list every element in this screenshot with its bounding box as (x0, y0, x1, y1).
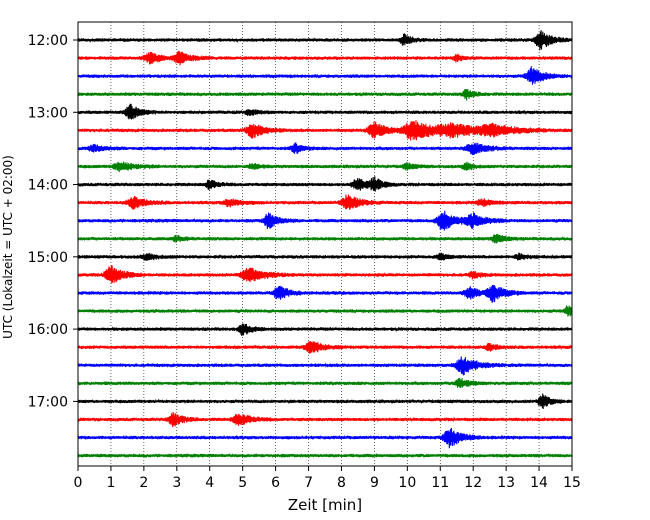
x-tick-label: 0 (74, 475, 83, 491)
trace-1545 (77, 305, 573, 317)
y-tick-label: 13:00 (28, 105, 68, 121)
x-axis-label: Zeit [min] (288, 496, 362, 514)
trace-1645 (77, 377, 573, 389)
x-tick-label: 14 (530, 475, 548, 491)
y-tick-label: 12:00 (28, 33, 68, 49)
trace-1630 (77, 356, 573, 376)
plot-frame (77, 21, 573, 467)
trace-1700 (77, 393, 573, 410)
trace-1230 (77, 66, 573, 85)
y-tick-label: 17:00 (28, 394, 68, 410)
x-tick-label: 8 (337, 475, 346, 491)
x-tick-label: 10 (398, 475, 416, 491)
y-axis-label: UTC (Lokalzeit = UTC + 02:00) (1, 155, 15, 339)
trace-1730 (77, 428, 573, 449)
x-axis-ticks: 0 1 2 3 4 5 6 7 8 9 10 11 12 13 14 15 (74, 466, 581, 491)
trace-1600 (77, 323, 573, 336)
trace-1245 (77, 89, 573, 101)
trace-1515 (77, 265, 573, 284)
trace-1215 (77, 50, 573, 66)
trace-1445 (77, 233, 573, 244)
seismogram-traces (77, 30, 573, 459)
trace-1530 (77, 284, 573, 303)
trace-1745 (77, 452, 573, 459)
x-tick-label: 15 (563, 475, 581, 491)
x-tick-label: 1 (106, 475, 115, 491)
trace-1415 (77, 194, 573, 210)
grid-lines (110, 22, 540, 466)
y-axis-ticks: 12:00 13:00 14:00 15:00 16:00 17:00 (28, 33, 78, 410)
trace-1345 (77, 161, 573, 173)
x-tick-label: 3 (172, 475, 181, 491)
trace-1615 (77, 341, 573, 354)
x-tick-label: 9 (370, 475, 379, 491)
y-tick-label: 16:00 (28, 322, 68, 338)
x-tick-label: 5 (238, 475, 247, 491)
trace-1500 (77, 252, 573, 261)
x-tick-label: 11 (431, 475, 449, 491)
x-tick-label: 13 (497, 475, 515, 491)
x-tick-label: 7 (304, 475, 313, 491)
y-tick-label: 15:00 (28, 250, 68, 266)
trace-1400 (77, 176, 573, 192)
x-tick-label: 2 (139, 475, 148, 491)
x-tick-label: 12 (464, 475, 482, 491)
trace-1715 (77, 412, 573, 428)
trace-1330 (77, 142, 573, 155)
trace-1200 (77, 30, 573, 51)
trace-1315 (77, 120, 573, 141)
trace-1300 (77, 103, 573, 120)
trace-1430 (77, 210, 573, 231)
x-tick-label: 4 (205, 475, 214, 491)
y-tick-label: 14:00 (28, 178, 68, 194)
x-tick-label: 6 (271, 475, 280, 491)
